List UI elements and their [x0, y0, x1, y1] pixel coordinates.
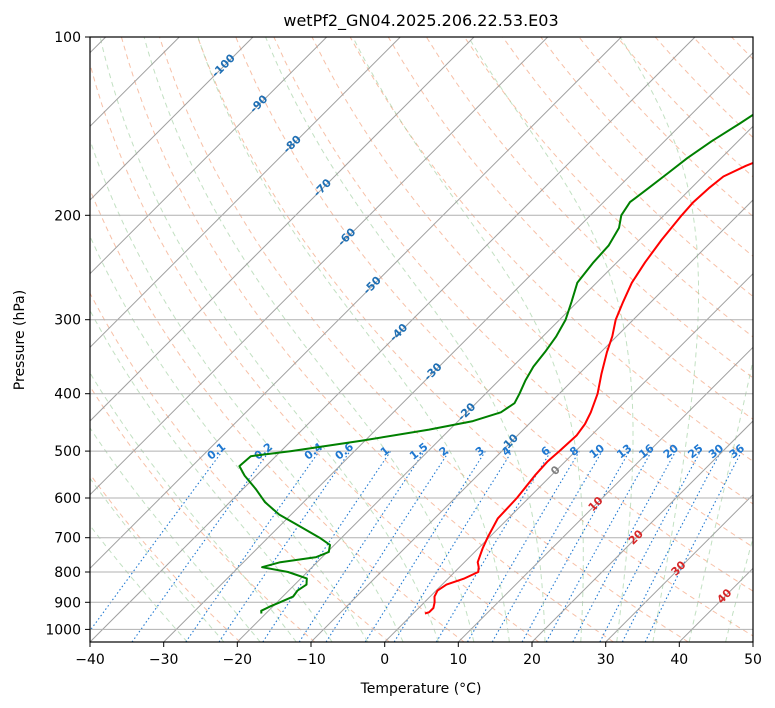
mixing-ratio-line: [90, 450, 223, 632]
x-tick-label: −40: [75, 652, 105, 668]
temperature-trace: [424, 161, 753, 615]
mixing-ratio-line: [262, 450, 392, 642]
isotherm-line: [236, 125, 753, 642]
moist-adiabat: [90, 427, 261, 642]
isotherm-line: [163, 51, 753, 642]
mixing-ratio-line: [572, 450, 677, 642]
dry-adiabat: [120, 37, 614, 642]
isotherm-line: [310, 199, 753, 642]
x-tick-label: 10: [449, 652, 467, 668]
y-tick-label: 700: [54, 531, 81, 547]
mixing-ratio-line: [521, 450, 630, 642]
mixing-ratio-line: [393, 450, 513, 642]
x-tick-label: 40: [670, 652, 688, 668]
x-tick-label: −10: [296, 652, 326, 668]
mixing-ratio-line: [298, 450, 425, 642]
moist-adiabat: [90, 524, 188, 642]
moist-adiabat: [90, 138, 404, 642]
y-axis-label: Pressure (hPa): [12, 290, 28, 390]
x-axis-label: Temperature (°C): [360, 681, 482, 697]
moist-adiabat: [99, 37, 439, 642]
y-tick-label: 1000: [45, 622, 81, 638]
y-tick-label: 500: [54, 444, 81, 460]
dry-adiabat: [90, 473, 241, 642]
isotherm-line: [90, 37, 475, 422]
x-tick-label: −30: [149, 652, 179, 668]
dry-adiabat: [349, 37, 753, 462]
dewpoint-trace: [238, 113, 753, 614]
mixing-ratio-line: [545, 450, 653, 642]
dry-adiabat: [235, 37, 753, 592]
y-tick-label: 400: [54, 387, 81, 403]
plot-area: [90, 37, 753, 642]
dry-adiabat: [90, 292, 390, 642]
moist-adiabat: [90, 477, 225, 642]
y-tick-label: 200: [54, 208, 81, 224]
dry-adiabat: [90, 385, 316, 642]
dry-adiabat: [90, 62, 540, 642]
sounding-traces: [238, 113, 753, 615]
chart-title: wetPf2_GN04.2025.206.22.53.E03: [283, 11, 558, 31]
mixing-ratio-line: [325, 450, 450, 642]
y-tick-label: 300: [54, 313, 81, 329]
isotherm-line: [605, 493, 753, 642]
x-tick-label: −20: [223, 652, 253, 668]
plot-frame: [89, 36, 754, 643]
dry-adiabat: [464, 37, 753, 338]
x-tick-label: 0: [380, 652, 389, 668]
pressure-gridlines: [90, 37, 753, 630]
x-tick-label: 50: [744, 652, 762, 668]
isotherm-line: [457, 346, 753, 642]
moist-adiabat: [619, 37, 699, 642]
x-tick-label: 20: [523, 652, 541, 668]
dry-adiabat: [311, 37, 753, 505]
x-axis: −40 −30 −20 −10 0 10 20 30 40 50: [75, 642, 762, 668]
moist-adiabat: [352, 37, 584, 642]
mixing-ratio-line: [644, 450, 743, 642]
dry-adiabat: [90, 188, 465, 642]
y-tick-label: 900: [54, 595, 81, 611]
isotherm-line: [90, 37, 328, 275]
y-tick-label: 600: [54, 491, 81, 507]
dry-adiabat: [159, 37, 689, 642]
isotherm-line: [90, 37, 549, 496]
y-tick-label: 800: [54, 565, 81, 581]
moist-adiabat: [90, 371, 297, 642]
moist-adiabat: [143, 37, 475, 642]
y-tick-label: 100: [54, 30, 81, 46]
y-axis: 100 200 300 400 500 600 700 800 900 1000: [45, 30, 90, 638]
mixing-ratio-line: [185, 450, 320, 642]
isotherm-line: [90, 37, 622, 570]
dry-adiabat: [273, 37, 753, 548]
isotherm-line: [90, 37, 401, 349]
isotherm-line: [531, 420, 753, 642]
isotherm-line: [90, 37, 254, 201]
mixing-ratio-line: [131, 450, 270, 642]
x-tick-label: 30: [597, 652, 615, 668]
isotherm-line: [90, 37, 696, 642]
mixing-ratio-line: [218, 450, 351, 642]
